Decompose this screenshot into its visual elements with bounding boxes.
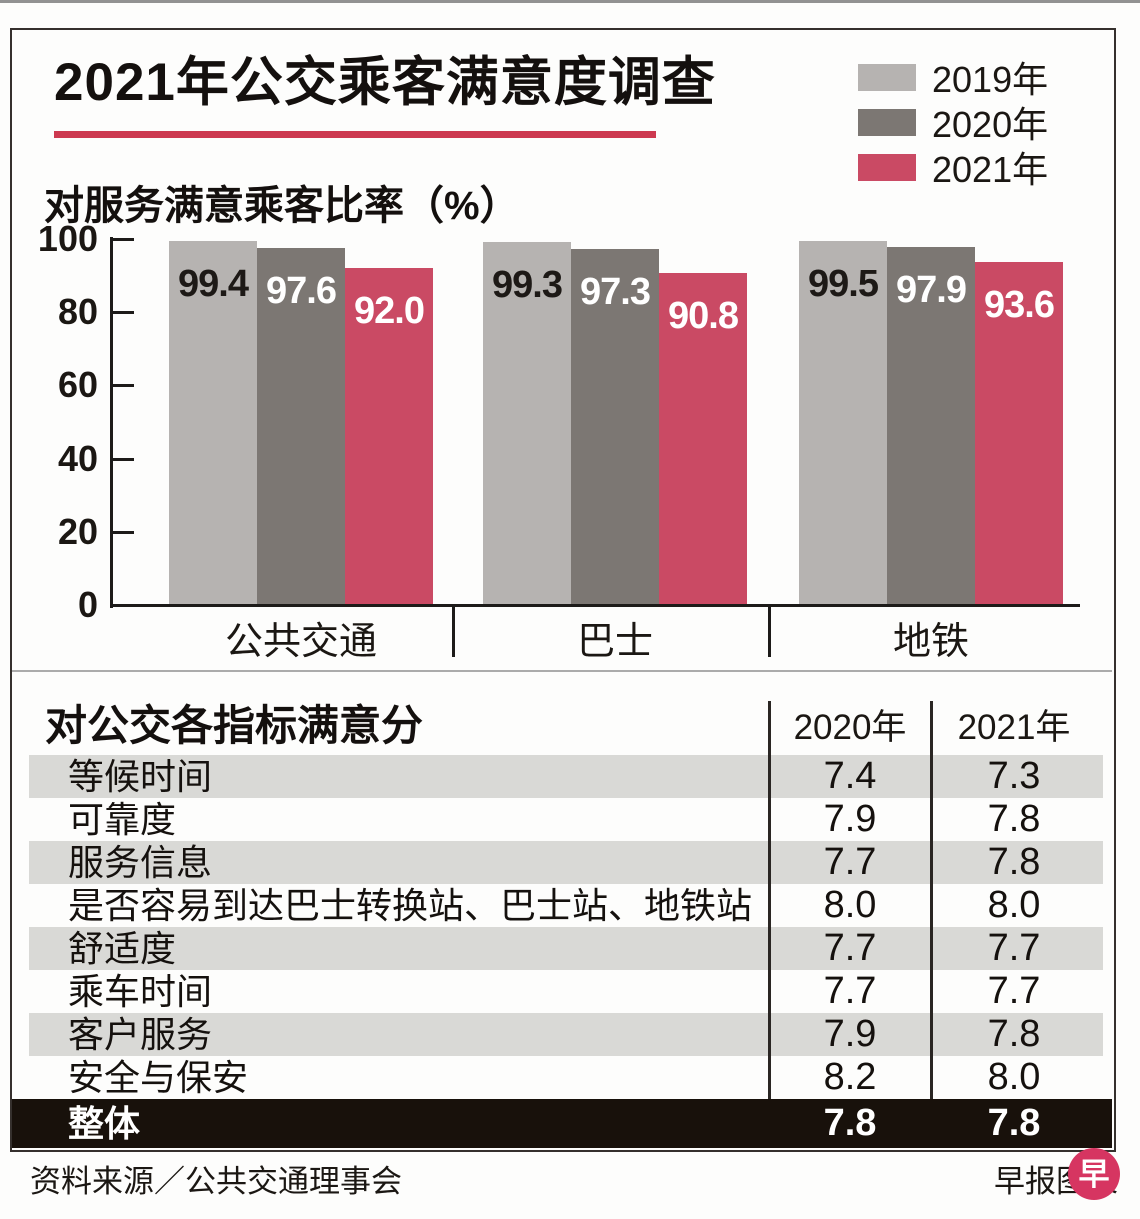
bar <box>169 241 257 605</box>
bar-value-label: 97.3 <box>580 271 651 313</box>
x-axis <box>110 604 1080 607</box>
bar-value-label: 99.3 <box>492 264 563 306</box>
bar-value-label: 93.6 <box>984 284 1055 326</box>
y-tick-label: 80 <box>57 291 98 333</box>
row-value-2021: 7.7 <box>987 970 1041 1012</box>
section-divider <box>12 670 1112 672</box>
bar-value-label: 90.8 <box>668 295 739 337</box>
row-value-2021: 7.3 <box>987 755 1041 797</box>
row-value-2020: 8.2 <box>823 1056 877 1098</box>
row-label: 舒适度 <box>68 928 177 969</box>
row-value-2021: 7.8 <box>987 1102 1041 1144</box>
bar <box>799 241 887 605</box>
legend-item: 2021年 <box>858 148 1048 190</box>
row-value-2020: 7.7 <box>823 927 877 969</box>
row-label: 安全与保安 <box>68 1057 249 1098</box>
y-tick-label: 100 <box>37 218 98 259</box>
row-value-2021: 7.8 <box>987 798 1041 840</box>
bar-value-label: 97.9 <box>896 269 967 311</box>
legend-item: 2020年 <box>858 103 1048 145</box>
row-value-2020: 7.7 <box>823 970 877 1012</box>
table-row: 舒适度 7.7 7.7 <box>29 927 1103 970</box>
table-title: 对公交各指标满意分 <box>45 702 424 749</box>
y-tick <box>110 530 134 534</box>
legend-swatch-gray <box>858 108 916 136</box>
bar-value-label: 97.6 <box>266 270 337 312</box>
page-title: 2021年公交乘客满意度调查 <box>54 53 716 112</box>
y-tick-label: 0 <box>77 584 98 625</box>
table-row: 客户服务 7.9 7.8 <box>29 1013 1103 1056</box>
row-value-2020: 7.9 <box>823 798 877 840</box>
bar <box>887 247 975 605</box>
legend-swatch-red <box>858 153 916 181</box>
row-value-2021: 7.8 <box>987 841 1041 883</box>
row-value-2020: 7.7 <box>823 841 877 883</box>
row-value-2021: 7.8 <box>987 1013 1041 1055</box>
table-row: 服务信息 7.7 7.8 <box>29 841 1103 884</box>
row-label: 客户服务 <box>68 1014 213 1055</box>
table-row: 安全与保安 8.2 8.0 <box>29 1056 1103 1099</box>
row-value-2021: 7.7 <box>987 927 1041 969</box>
top-edge-strip <box>0 0 1140 3</box>
bar <box>257 248 345 605</box>
table-row: 乘车时间 7.7 7.7 <box>29 970 1103 1013</box>
category-label: 公共交通 <box>224 621 377 663</box>
bar <box>345 268 433 605</box>
bar <box>975 262 1063 605</box>
bar-value-label: 99.4 <box>178 263 249 305</box>
category-label: 地铁 <box>892 621 969 663</box>
bar-value-label: 92.0 <box>354 290 425 332</box>
row-label: 可靠度 <box>68 799 177 840</box>
category-label: 巴士 <box>576 621 653 663</box>
footer-source: 资料来源／公共交通理事会 <box>30 1164 402 1199</box>
row-value-2020: 7.4 <box>823 755 877 797</box>
bar <box>659 273 747 605</box>
chart-subtitle: 对服务满意乘客比率（%） <box>44 184 520 228</box>
bar <box>483 242 571 605</box>
zaobao-logo: 早 <box>1068 1148 1120 1200</box>
y-axis <box>110 237 113 608</box>
y-tick <box>110 457 134 461</box>
y-tick <box>110 384 134 388</box>
bar-value-label: 99.5 <box>808 263 879 305</box>
row-label: 整体 <box>68 1103 141 1144</box>
category-divider <box>768 607 771 657</box>
legend-label: 2020年 <box>932 104 1049 145</box>
legend-label: 2021年 <box>932 149 1049 190</box>
legend-label: 2019年 <box>932 59 1049 100</box>
bar <box>571 249 659 605</box>
row-label: 等候时间 <box>68 756 213 797</box>
row-value-2020: 7.8 <box>823 1102 877 1144</box>
category-divider <box>452 607 455 657</box>
column-divider <box>930 701 933 1099</box>
table-row: 是否容易到达巴士转换站、巴士站、地铁站 8.0 8.0 <box>29 884 1103 927</box>
row-value-2020: 8.0 <box>823 884 877 926</box>
column-divider <box>768 701 771 1099</box>
table-row-overall: 整体 7.8 7.8 <box>12 1099 1112 1148</box>
row-value-2021: 8.0 <box>987 884 1041 926</box>
y-tick-label: 20 <box>57 510 98 552</box>
table-column-header-2021: 2021年 <box>957 708 1071 747</box>
y-tick-label: 60 <box>57 364 98 406</box>
y-tick <box>110 238 134 241</box>
border-frame <box>10 28 1116 1152</box>
row-label: 乘车时间 <box>68 971 213 1012</box>
y-tick-label: 40 <box>57 437 98 479</box>
zaobao-logo-char: 早 <box>1078 1156 1110 1192</box>
table-column-header-2020: 2020年 <box>793 708 907 747</box>
legend-swatch-gray <box>858 63 916 91</box>
table-row: 可靠度 7.9 7.8 <box>29 798 1103 841</box>
row-label: 是否容易到达巴士转换站、巴士站、地铁站 <box>68 885 753 926</box>
row-label: 服务信息 <box>68 842 213 883</box>
table-row: 等候时间 7.4 7.3 <box>29 755 1103 798</box>
title-underline <box>54 131 656 138</box>
row-value-2020: 7.9 <box>823 1013 877 1055</box>
y-tick <box>110 311 134 315</box>
legend-item: 2019年 <box>858 58 1048 100</box>
row-value-2021: 8.0 <box>987 1056 1041 1098</box>
